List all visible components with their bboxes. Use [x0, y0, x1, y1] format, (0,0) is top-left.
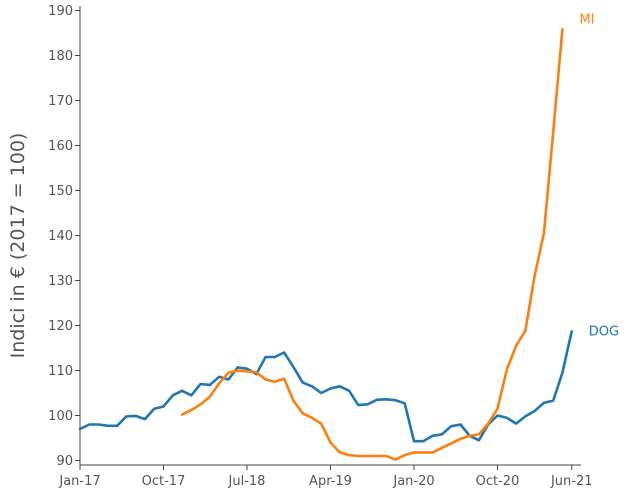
series-line-dog: [78, 330, 574, 443]
series-label-dog: DOG: [589, 324, 619, 339]
series-label-mi: MI: [579, 12, 594, 27]
y-tick-label: 190: [48, 4, 73, 19]
x-tick-label: Jan-20: [392, 474, 434, 489]
series-line-mi: [180, 28, 564, 461]
y-tick-label: 120: [48, 319, 73, 334]
x-tick-label: Jan-17: [58, 474, 100, 489]
x-tick-label: Jun-21: [550, 474, 593, 489]
y-tick-label: 140: [48, 229, 73, 244]
y-axis-title: Indici in € (2017 = 100): [7, 133, 29, 359]
x-axis: Jan-17 Oct-17 Jul-18 Apr-19 Jan-20 Oct-20 Jun-…: [58, 464, 593, 489]
y-tick-label: 170: [48, 94, 73, 109]
y-tick-label: 100: [48, 409, 73, 424]
y-tick-label: 150: [48, 184, 73, 199]
series-layer: DOG MI: [78, 12, 619, 461]
y-tick-label: 110: [48, 364, 73, 379]
x-tick-label: Oct-17: [142, 474, 186, 489]
y-tick-label: 130: [48, 274, 73, 289]
x-tick-label: Oct-20: [476, 474, 520, 489]
x-tick-label: Jul-18: [228, 474, 266, 489]
x-tick-label: Apr-19: [309, 474, 352, 489]
y-tick-label: 160: [48, 139, 73, 154]
y-axis: 90 100 110 120 130 140 150 160 170 180 190: [48, 4, 81, 469]
y-tick-label: 90: [56, 454, 73, 469]
y-tick-label: 180: [48, 49, 73, 64]
